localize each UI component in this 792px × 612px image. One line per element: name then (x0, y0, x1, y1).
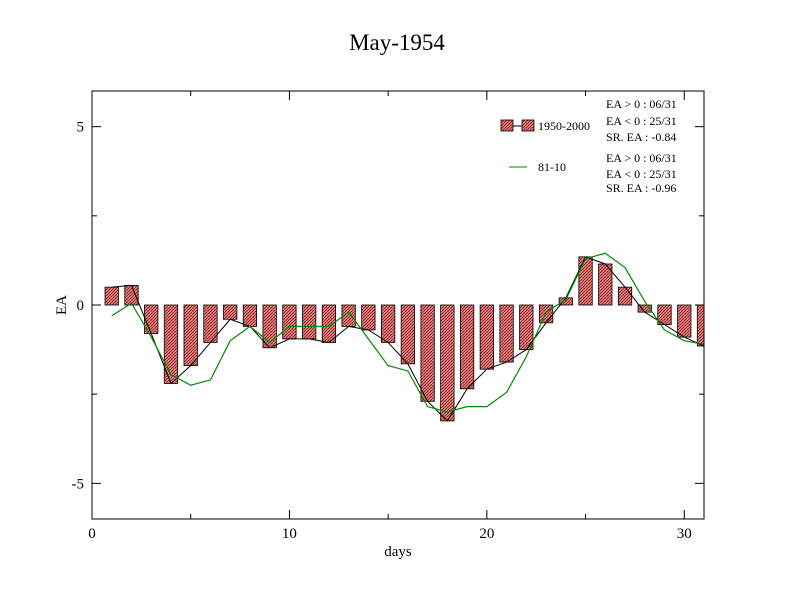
bar-day-30 (677, 304, 692, 338)
y-tick-label-0: 0 (77, 298, 85, 314)
stat-1950-2000-sr: SR. EA : -0.84 (606, 130, 676, 144)
bar-day-17 (420, 304, 435, 402)
bar-day-25 (578, 256, 593, 306)
x-tick-label-30: 30 (677, 526, 692, 542)
bar-day-18 (440, 304, 455, 422)
line-series-81-10 (111, 252, 705, 413)
legend: 1950-2000 81-10 EA > 0 : 06/31 EA < 0 : … (500, 97, 677, 195)
bar-day-2 (124, 284, 139, 306)
x-tick-label-10: 10 (282, 526, 297, 542)
bar-day-10 (282, 304, 297, 340)
bar-day-11 (302, 304, 317, 340)
bar-day-19 (459, 304, 475, 390)
bar-day-1 (104, 286, 119, 306)
stat-81-10-positive: EA > 0 : 06/31 (606, 151, 677, 165)
y-tick-label-5: 5 (77, 120, 85, 136)
stat-81-10-sr: SR. EA : -0.96 (606, 181, 676, 195)
stat-1950-2000-negative: EA < 0 : 25/31 (606, 114, 677, 128)
stat-1950-2000-positive: EA > 0 : 06/31 (606, 97, 677, 111)
bar-day-20 (479, 304, 494, 370)
bar-day-7 (223, 304, 238, 320)
stat-81-10-negative: EA < 0 : 25/31 (606, 167, 677, 181)
bar-day-16 (400, 304, 415, 365)
bar-day-8 (242, 304, 258, 327)
y-axis-label: EA (54, 295, 70, 315)
bar-day-9 (262, 304, 277, 349)
legend-label-1950-2000: 1950-2000 (538, 119, 590, 133)
x-axis-label: days (384, 544, 412, 560)
bar-day-5 (183, 304, 198, 367)
bar-day-31 (696, 304, 705, 347)
x-tick-label-0: 0 (88, 526, 96, 542)
bar-day-21 (499, 304, 514, 363)
chart-title: May-1954 (349, 30, 445, 55)
x-tick-label-20: 20 (479, 526, 494, 542)
legend-label-81-10: 81-10 (538, 160, 566, 174)
bar-day-15 (381, 304, 396, 343)
line-series-1950-2000 (111, 256, 705, 422)
y-tick-label--5: -5 (72, 476, 85, 492)
legend-bar-swatch-right (521, 119, 535, 132)
legend-bar-swatch-left (500, 119, 514, 132)
bar-day-23 (538, 304, 554, 324)
bar-day-27 (617, 286, 633, 306)
bar-day-14 (361, 304, 376, 331)
